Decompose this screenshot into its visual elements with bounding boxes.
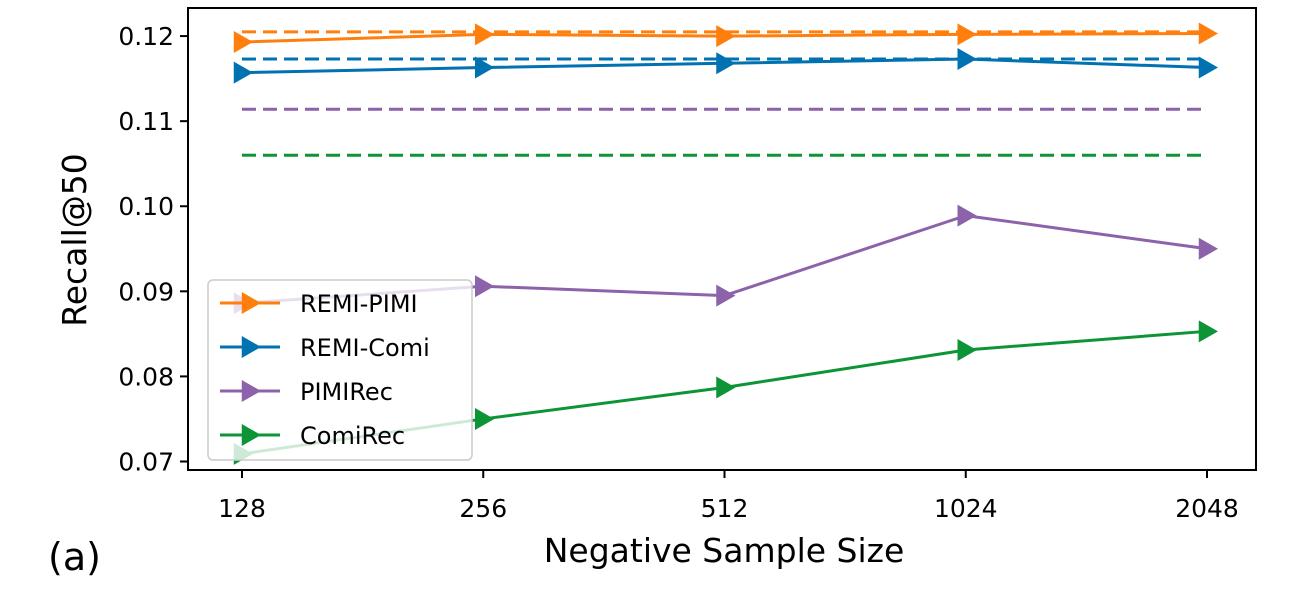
data-point-marker xyxy=(1198,237,1218,260)
data-point-marker xyxy=(716,284,736,307)
legend-marker xyxy=(241,292,261,314)
data-point-marker xyxy=(957,48,977,71)
y-tick-label: 0.12 xyxy=(118,22,174,51)
data-point-marker xyxy=(1198,56,1218,79)
x-axis-label: Negative Sample Size xyxy=(544,531,905,570)
data-point-marker xyxy=(233,61,253,84)
plot-frame xyxy=(187,7,1257,471)
data-point-marker xyxy=(957,204,977,227)
legend-marker xyxy=(241,380,261,402)
data-point-marker xyxy=(233,31,253,54)
data-point-marker xyxy=(1198,320,1218,343)
legend-marker xyxy=(241,424,261,446)
legend-item: PIMIRec xyxy=(220,378,393,406)
data-point-marker xyxy=(716,52,736,75)
x-tick-label: 128 xyxy=(218,494,266,523)
data-point-marker xyxy=(1198,22,1218,45)
data-point-marker xyxy=(957,339,977,362)
data-point-marker xyxy=(957,23,977,46)
legend-marker xyxy=(241,336,261,358)
y-tick-label: 0.10 xyxy=(118,192,174,221)
data-point-marker xyxy=(475,23,495,46)
legend-item: REMI-PIMI xyxy=(220,290,418,318)
legend: REMI-PIMI REMI-Comi PIMIRec ComiRec xyxy=(207,279,473,461)
x-tick-label: 512 xyxy=(701,494,749,523)
x-axis: 128 256 512 1024 2048 xyxy=(218,470,1239,523)
y-tick-label: 0.07 xyxy=(118,447,174,476)
y-axis-label: Recall@50 xyxy=(55,153,94,326)
data-point-marker xyxy=(475,56,495,79)
data-point-marker xyxy=(475,275,495,298)
legend-label: REMI-PIMI xyxy=(300,290,418,318)
y-axis: 0.07 0.08 0.09 0.10 0.11 0.12 xyxy=(118,22,188,476)
legend-label: ComiRec xyxy=(300,422,405,450)
y-tick-label: 0.09 xyxy=(118,277,174,306)
panel-label: (a) xyxy=(48,535,101,579)
data-point-marker xyxy=(716,25,736,48)
legend-label: PIMIRec xyxy=(300,378,393,406)
x-tick-label: 256 xyxy=(459,494,507,523)
y-tick-label: 0.11 xyxy=(118,107,174,136)
legend-label: REMI-Comi xyxy=(300,334,430,362)
x-tick-label: 2048 xyxy=(1175,494,1239,523)
legend-item: ComiRec xyxy=(220,422,405,450)
x-tick-label: 1024 xyxy=(934,494,998,523)
series-layer xyxy=(233,22,1218,465)
data-point-marker xyxy=(716,376,736,399)
legend-box xyxy=(207,279,473,461)
data-point-marker xyxy=(475,407,495,430)
series-remi-comi xyxy=(233,48,1218,84)
y-tick-label: 0.08 xyxy=(118,362,174,391)
series-remi-pimi xyxy=(233,22,1218,54)
legend-item: REMI-Comi xyxy=(220,334,430,362)
